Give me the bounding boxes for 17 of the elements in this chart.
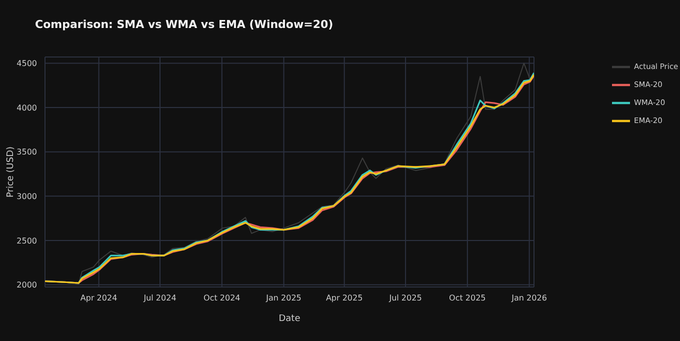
x-axis-title: Date [278, 314, 301, 324]
x-tick-label: Jan 2026 [510, 294, 547, 303]
x-tick-label: Jan 2025 [265, 294, 302, 303]
x-tick-label: Apr 2025 [326, 294, 363, 303]
x-tick-label: Jul 2024 [142, 294, 176, 303]
y-tick-label: 3000 [16, 192, 37, 201]
chart-title: Comparison: SMA vs WMA vs EMA (Window=20) [35, 18, 334, 31]
x-tick-label: Apr 2024 [80, 294, 118, 303]
y-tick-label: 4000 [16, 103, 37, 112]
x-tick-label: Oct 2024 [204, 294, 240, 303]
y-tick-label: 3500 [16, 148, 37, 157]
y-tick-label: 2000 [16, 280, 37, 290]
x-tick-label: Jul 2025 [388, 294, 422, 303]
y-axis-title: Price (USD) [6, 146, 16, 198]
y-tick-label: 4500 [16, 59, 37, 68]
y-tick-label: 2500 [16, 236, 37, 246]
x-tick-label: Oct 2025 [449, 294, 486, 303]
